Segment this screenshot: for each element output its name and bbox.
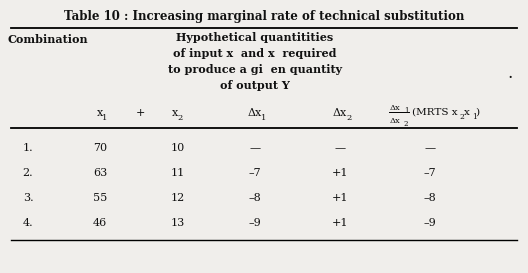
Text: x: x	[172, 108, 178, 118]
Text: +1: +1	[332, 218, 348, 228]
Text: Δx: Δx	[333, 108, 347, 118]
Text: —: —	[249, 143, 260, 153]
Text: –8: –8	[423, 193, 436, 203]
Text: 2: 2	[459, 113, 464, 121]
Text: Δx: Δx	[248, 108, 262, 118]
Text: 70: 70	[93, 143, 107, 153]
Text: 4.: 4.	[23, 218, 33, 228]
Text: 2: 2	[346, 114, 352, 122]
Text: x: x	[464, 108, 470, 117]
Text: of output Y: of output Y	[220, 80, 290, 91]
Text: +1: +1	[332, 168, 348, 178]
Text: 10: 10	[171, 143, 185, 153]
Text: ): )	[475, 108, 479, 117]
Text: (MRTS x: (MRTS x	[412, 108, 458, 117]
Text: 46: 46	[93, 218, 107, 228]
Text: –7: –7	[423, 168, 436, 178]
Text: 3.: 3.	[23, 193, 33, 203]
Text: +1: +1	[332, 193, 348, 203]
Text: Δx: Δx	[390, 117, 401, 125]
Text: Combination: Combination	[8, 34, 89, 45]
Text: Table 10 : Increasing marginal rate of technical substitution: Table 10 : Increasing marginal rate of t…	[64, 10, 464, 23]
Text: 13: 13	[171, 218, 185, 228]
Text: –8: –8	[249, 193, 261, 203]
Text: 2: 2	[177, 114, 183, 122]
Text: .: .	[507, 65, 513, 82]
Text: —: —	[425, 143, 436, 153]
Text: 11: 11	[171, 168, 185, 178]
Text: –7: –7	[249, 168, 261, 178]
Text: —: —	[334, 143, 345, 153]
Text: of input x  and x  required: of input x and x required	[173, 48, 337, 59]
Text: +: +	[135, 108, 145, 118]
Text: Hypothetical quantitities: Hypothetical quantitities	[176, 32, 334, 43]
Text: –9: –9	[423, 218, 436, 228]
Text: 1: 1	[472, 113, 477, 121]
Text: 1: 1	[404, 107, 409, 115]
Text: 2: 2	[404, 120, 409, 128]
Text: 12: 12	[171, 193, 185, 203]
Text: x: x	[97, 108, 103, 118]
Text: 1: 1	[261, 114, 267, 122]
Text: 55: 55	[93, 193, 107, 203]
Text: 2.: 2.	[23, 168, 33, 178]
Text: 1.: 1.	[23, 143, 33, 153]
Text: 1: 1	[102, 114, 108, 122]
Text: to produce a gi  en quantity: to produce a gi en quantity	[168, 64, 342, 75]
Text: –9: –9	[249, 218, 261, 228]
Text: 63: 63	[93, 168, 107, 178]
Text: Δx: Δx	[390, 104, 401, 112]
